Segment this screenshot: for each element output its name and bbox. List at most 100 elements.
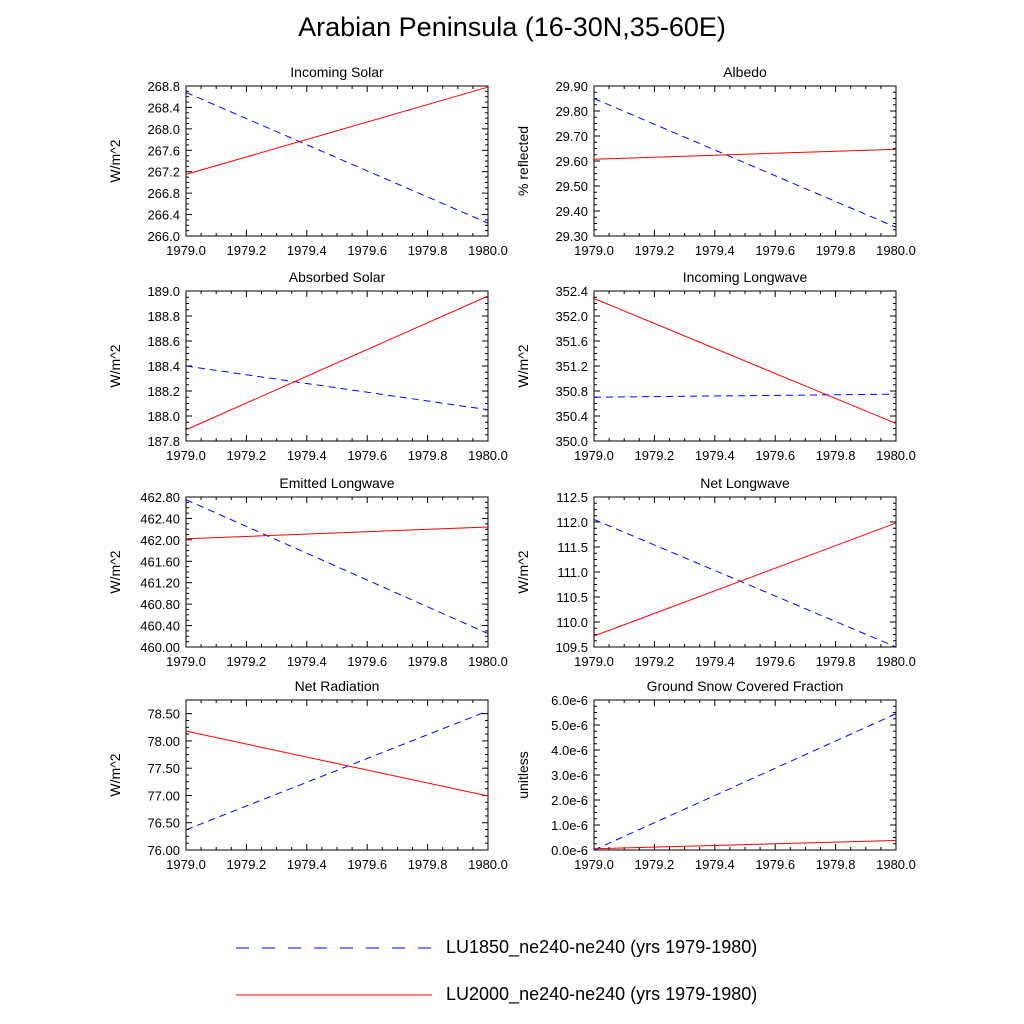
y-tick-label: 266.0 <box>147 229 180 244</box>
x-tick-label: 1979.6 <box>755 654 795 669</box>
series-line-lu1850 <box>593 713 897 851</box>
x-tick-label: 1979.8 <box>816 448 856 463</box>
x-tick-label: 1979.4 <box>695 448 735 463</box>
y-tick-label: 77.50 <box>147 761 180 776</box>
panel-title: Ground Snow Covered Fraction <box>647 678 844 694</box>
y-tick-label: 462.80 <box>140 490 180 505</box>
panel-albedo: Albedo % reflected 1979.0 1979.2 1979.4 1979.… <box>515 64 916 258</box>
y-tick-label: 29.70 <box>555 129 588 144</box>
x-tick-label: 1979.4 <box>695 857 735 872</box>
plot-frame <box>593 85 897 237</box>
x-tick-label: 1979.8 <box>816 857 856 872</box>
y-tick-label: 110.5 <box>556 590 588 605</box>
y-tick-label: 2.0e-6 <box>551 793 588 808</box>
x-tick-label: 1979.8 <box>408 654 448 669</box>
y-tick-label: 29.80 <box>555 104 588 119</box>
y-tick-label: 461.60 <box>140 554 180 569</box>
x-tick-label: 1979.2 <box>227 243 267 258</box>
series-line-lu1850 <box>185 365 489 411</box>
y-tick-label: 78.50 <box>147 707 180 722</box>
y-tick-label: 268.0 <box>147 122 180 137</box>
panel-title: Incoming Longwave <box>683 269 808 285</box>
series-line-lu2000 <box>185 295 489 431</box>
y-tick-label: 267.2 <box>147 165 180 180</box>
x-tick-label: 1979.4 <box>287 654 327 669</box>
y-tick-label: 189.0 <box>147 284 180 299</box>
x-tick-label: 1979.4 <box>695 243 735 258</box>
y-tick-label: 352.4 <box>555 284 588 299</box>
x-tick-label: 1979.8 <box>816 654 856 669</box>
x-tick-label: 1980.0 <box>468 448 508 463</box>
x-tick-label: 1979.2 <box>635 448 675 463</box>
y-tick-label: 188.6 <box>147 334 180 349</box>
y-tick-label: 112.0 <box>556 515 588 530</box>
y-axis-label: W/m^2 <box>107 344 123 387</box>
series-line-lu1850 <box>185 499 489 635</box>
figure-title: Arabian Peninsula (16-30N,35-60E) <box>298 12 726 42</box>
y-tick-label: 4.0e-6 <box>551 743 588 758</box>
y-tick-label: 460.40 <box>140 619 180 634</box>
x-tick-label: 1979.6 <box>347 448 387 463</box>
y-axis-label: W/m^2 <box>107 550 123 593</box>
panel-title: Incoming Solar <box>290 64 384 80</box>
x-tick-label: 1979.6 <box>755 448 795 463</box>
panel-title: Emitted Longwave <box>279 475 394 491</box>
panel-ground-snow-covered-fraction: Ground Snow Covered Fraction unitless 1979… <box>515 678 916 872</box>
panel-absorbed-solar: Absorbed Solar W/m^2 1979.0 1979.2 1979.4 197… <box>107 269 508 463</box>
x-tick-label: 1979.2 <box>227 857 267 872</box>
y-tick-label: 350.8 <box>555 384 588 399</box>
panel-net-radiation: Net Radiation W/m^2 1979.0 1979.2 1979.4 1979… <box>107 678 508 872</box>
y-tick-label: 77.00 <box>147 788 180 803</box>
x-tick-label: 1980.0 <box>876 243 916 258</box>
y-axis-label: W/m^2 <box>107 139 123 182</box>
series-line-lu1850 <box>185 91 489 224</box>
y-axis-label: W/m^2 <box>515 344 531 387</box>
y-axis-label: W/m^2 <box>515 550 531 593</box>
x-tick-label: 1979.2 <box>635 857 675 872</box>
y-tick-label: 351.2 <box>555 359 588 374</box>
y-tick-label: 1.0e-6 <box>551 818 588 833</box>
plot-frame <box>593 699 897 851</box>
x-tick-label: 1979.2 <box>635 654 675 669</box>
y-tick-label: 112.5 <box>556 490 588 505</box>
y-tick-label: 76.50 <box>147 816 180 831</box>
y-axis-label: % reflected <box>515 126 531 196</box>
x-tick-label: 1980.0 <box>468 857 508 872</box>
panel-incoming-solar: Incoming Solar W/m^2 1979.0 1979.2 1979.4 197… <box>107 64 508 258</box>
y-tick-label: 29.50 <box>555 179 588 194</box>
x-tick-label: 1979.8 <box>816 243 856 258</box>
y-tick-label: 188.0 <box>147 409 180 424</box>
y-tick-label: 3.0e-6 <box>551 768 588 783</box>
x-tick-label: 1980.0 <box>876 654 916 669</box>
y-tick-label: 109.5 <box>555 640 588 655</box>
y-tick-label: 266.8 <box>147 186 180 201</box>
plot-frame <box>185 290 489 442</box>
y-tick-label: 29.30 <box>555 229 588 244</box>
y-tick-label: 29.60 <box>555 154 588 169</box>
x-tick-label: 1979.0 <box>166 448 206 463</box>
panel-title: Net Longwave <box>700 475 790 491</box>
series-line-lu2000 <box>593 522 897 637</box>
y-tick-label: 0.0e-6 <box>551 843 588 858</box>
x-tick-label: 1979.4 <box>287 243 327 258</box>
x-tick-label: 1979.0 <box>574 654 614 669</box>
y-tick-label: 111.5 <box>557 540 588 555</box>
x-tick-label: 1979.0 <box>574 448 614 463</box>
y-tick-label: 350.0 <box>555 434 588 449</box>
plot-frame <box>593 496 897 648</box>
panel-title: Net Radiation <box>295 678 380 694</box>
series-line-lu2000 <box>593 148 897 160</box>
panel-title: Absorbed Solar <box>289 269 386 285</box>
x-tick-label: 1979.6 <box>347 857 387 872</box>
y-tick-label: 5.0e-6 <box>551 718 588 733</box>
series-line-lu1850 <box>593 393 897 398</box>
y-tick-label: 188.8 <box>147 309 180 324</box>
series-line-lu1850 <box>185 710 489 831</box>
x-tick-label: 1979.4 <box>287 857 327 872</box>
y-tick-label: 350.4 <box>555 409 588 424</box>
y-tick-label: 187.8 <box>147 434 180 449</box>
y-tick-label: 78.00 <box>147 734 180 749</box>
x-tick-label: 1979.4 <box>695 654 735 669</box>
y-tick-label: 461.20 <box>140 576 180 591</box>
